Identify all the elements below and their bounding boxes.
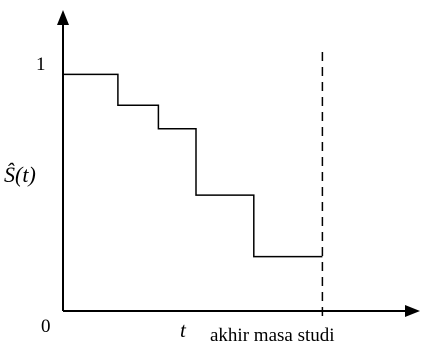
y-axis-arrow bbox=[57, 10, 69, 25]
y-tick-label-1: 1 bbox=[36, 54, 46, 75]
x-axis-arrow bbox=[405, 305, 420, 317]
x-axis-label: t bbox=[180, 318, 187, 342]
origin-label: 0 bbox=[41, 316, 51, 337]
end-of-study-label: akhir masa studi bbox=[210, 325, 335, 346]
survival-step-line-0 bbox=[63, 73, 323, 258]
series-layer bbox=[63, 52, 324, 320]
y-axis-label: Ŝ(t) bbox=[4, 162, 36, 187]
